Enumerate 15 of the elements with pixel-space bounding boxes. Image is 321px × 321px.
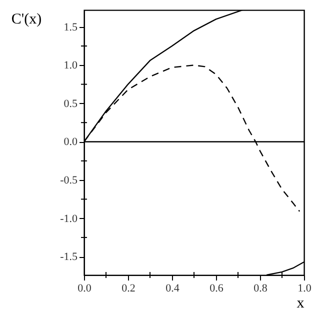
x-axis-title: x [296, 296, 305, 312]
y-tick-label: -1.0 [60, 212, 78, 225]
y-tick-label: -0.5 [60, 174, 78, 187]
x-tick-label: 0.2 [122, 282, 136, 294]
y-axis-title: C'(x) [11, 12, 42, 28]
x-tick-label: 1.0 [298, 282, 312, 294]
x-tick-label: 0.0 [78, 282, 92, 294]
x-tick-label: 0.8 [254, 282, 268, 294]
y-tick-label: 0.0 [64, 136, 78, 148]
y-tick-label: 1.0 [64, 60, 78, 72]
y-tick-label: 0.5 [64, 98, 78, 110]
x-tick-label: 0.4 [166, 282, 180, 294]
y-tick-label: 1.5 [64, 21, 78, 34]
y-tick-label: -1.5 [60, 251, 78, 264]
x-tick-label: 0.6 [210, 282, 224, 294]
